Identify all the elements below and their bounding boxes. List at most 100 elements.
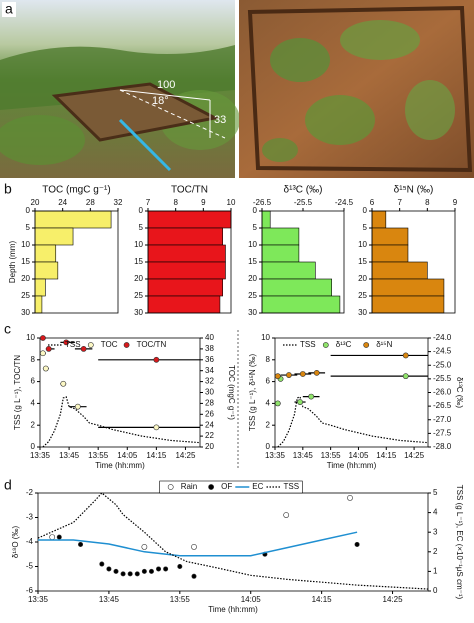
x-tick-label: 13:35 (30, 451, 51, 460)
y-tick-label: 30 (248, 308, 257, 317)
y2-tick-label: 20 (205, 442, 214, 451)
x-tick-label: 20 (31, 198, 40, 207)
point (106, 566, 112, 572)
x-tick-label: 14:15 (376, 451, 397, 460)
y-tick-label: 0 (253, 206, 258, 215)
x-tick-label: -24.5 (335, 198, 354, 207)
y2-tick-label: 30 (205, 388, 214, 397)
x-tick-label: 14:05 (117, 451, 138, 460)
point (297, 399, 303, 405)
photo-annotation: 18° (152, 95, 169, 107)
x-axis-label: Time (hh:mm) (327, 461, 377, 470)
y-tick-label: 10 (134, 240, 143, 249)
chart-title: δ¹⁵N (‰) (394, 185, 434, 196)
panel-label: c (4, 321, 11, 337)
y-tick-label: 4 (31, 399, 36, 408)
point (148, 568, 154, 574)
y2-tick-label: 3 (433, 527, 438, 536)
photo-left (0, 0, 240, 178)
y2-tick-label: 4 (433, 508, 438, 517)
series-line (37, 492, 429, 590)
legend-box (159, 480, 303, 494)
y-axis-label: TSS (g L⁻¹), δ¹⁵N (‰) (248, 354, 257, 432)
y-tick-label: 10 (21, 240, 30, 249)
y-tick-label: 30 (21, 308, 30, 317)
y-tick-label: 0 (363, 206, 368, 215)
y2-tick-label: -27.5 (433, 428, 452, 437)
x-tick-label: 6 (370, 198, 375, 207)
bar (371, 295, 445, 314)
series-line (277, 396, 429, 448)
y-tick-label: 0 (139, 206, 144, 215)
y2-axis-label: TSS (g L⁻¹), EC (×10⁻¹μS cm⁻¹) (455, 485, 464, 600)
y-tick-label: 5 (363, 223, 368, 232)
y-axis-label: Depth (mm) (8, 241, 17, 284)
y-tick-label: 10 (248, 240, 257, 249)
legend-swatch (123, 342, 130, 348)
point (80, 345, 87, 352)
y-tick-label: 0 (31, 442, 36, 451)
series-line (38, 531, 358, 557)
y2-tick-label: 0 (433, 586, 438, 595)
bar (261, 244, 300, 263)
y2-tick-label: -25.5 (433, 374, 452, 383)
x-tick-label: 14:25 (404, 451, 425, 460)
y2-tick-label: 26 (205, 409, 214, 418)
x-tick-label: 14:05 (348, 451, 369, 460)
y-tick-label: 10 (358, 240, 367, 249)
bar (371, 278, 445, 297)
point (283, 512, 290, 518)
point (177, 563, 183, 569)
photo-annotation: 33 (214, 114, 226, 126)
bar (261, 227, 300, 246)
point (299, 371, 306, 377)
point (274, 400, 281, 407)
bar (261, 278, 332, 297)
bar (261, 261, 316, 280)
x-axis-label: Time (hh:mm) (208, 605, 258, 614)
x-tick-label: 9 (201, 198, 206, 207)
y2-tick-label: 38 (205, 344, 214, 353)
legend-label: δ¹⁵N (376, 340, 392, 349)
point (74, 403, 81, 410)
x-tick-label: 13:55 (321, 451, 342, 460)
legend-label: δ¹³C (336, 340, 352, 349)
y-axis-label: δ¹⁸O (‰) (11, 526, 20, 559)
y-tick-label: 10 (261, 333, 270, 342)
x-tick-label: -25.5 (294, 198, 313, 207)
x-tick-label: 13:45 (59, 451, 80, 460)
legend-label: OF (221, 482, 232, 491)
x-tick-label: 14:15 (312, 595, 333, 604)
y-tick-label: 15 (134, 257, 143, 266)
x-tick-label: 14:25 (383, 595, 404, 604)
x-tick-label: 24 (58, 198, 67, 207)
legend-label: TOC (101, 340, 118, 349)
point (402, 352, 409, 359)
legend-label: TSS (65, 340, 81, 349)
point (347, 494, 353, 501)
point (49, 534, 56, 540)
point (141, 544, 148, 550)
point (99, 561, 105, 567)
y-tick-label: 25 (21, 291, 30, 300)
plot-frame (39, 337, 201, 448)
legend-label: TOC/TN (137, 340, 167, 349)
x-tick-label: 13:55 (88, 451, 109, 460)
x-tick-label: 9 (453, 198, 458, 207)
legend-label: TSS (300, 340, 316, 349)
y-tick-label: 25 (248, 291, 257, 300)
x-tick-label: 7 (146, 198, 151, 207)
point (56, 534, 62, 540)
x-tick-label: -26.5 (253, 198, 272, 207)
bar (371, 227, 409, 246)
legend-swatch (363, 342, 370, 348)
point (113, 568, 119, 574)
bar (34, 244, 57, 263)
y-tick-label: 2 (266, 420, 271, 429)
y-tick-label: 25 (134, 291, 143, 300)
y-tick-label: -4 (26, 537, 34, 546)
y2-tick-label: 24 (205, 420, 214, 429)
y-tick-label: 15 (248, 257, 257, 266)
x-tick-label: 14:15 (146, 451, 167, 460)
